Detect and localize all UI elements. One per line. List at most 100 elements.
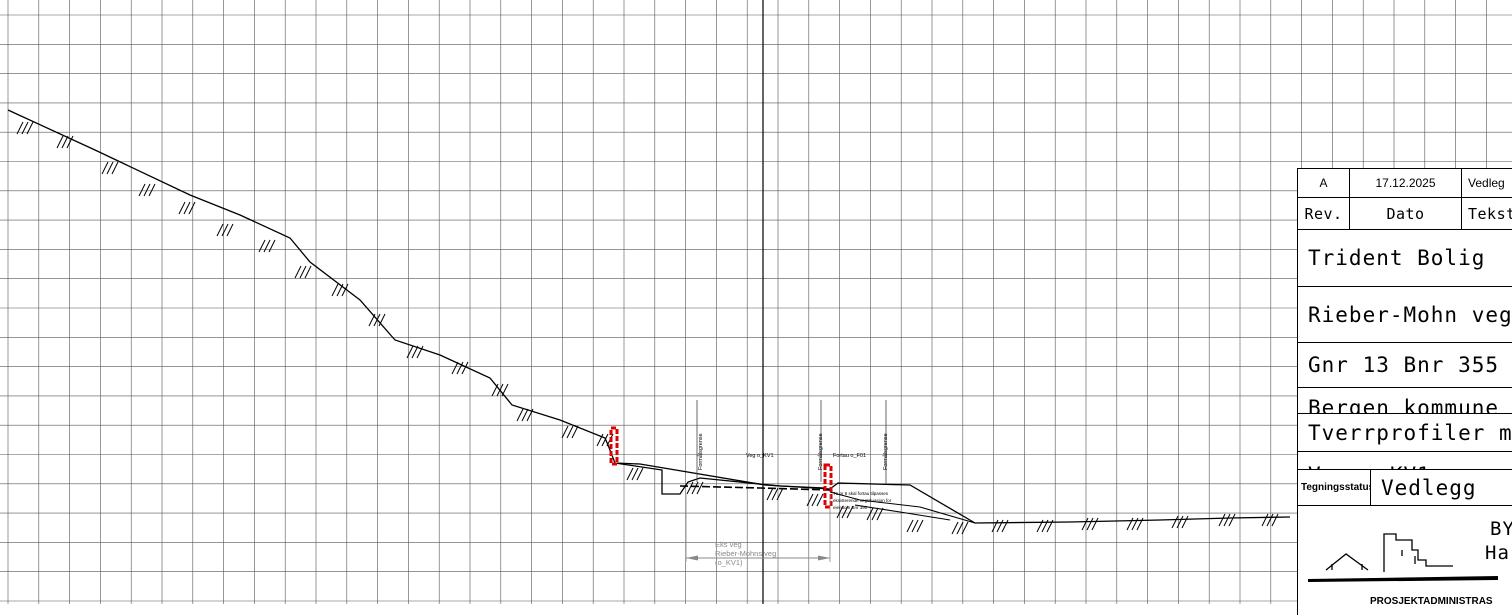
fortau-lower	[854, 504, 951, 521]
hatch-mark	[876, 507, 884, 521]
hatch-mark	[26, 121, 34, 135]
hatch-mark	[61, 135, 69, 149]
hatch-mark	[188, 201, 196, 215]
note-line-3: eiendom Bnr 390	[833, 505, 868, 510]
hatch-mark	[368, 313, 376, 327]
hatch-mark	[491, 383, 499, 397]
status-value: Vedlegg	[1370, 469, 1512, 505]
hatch-mark	[406, 345, 414, 359]
hatch-mark	[841, 505, 849, 519]
hatch-mark	[601, 433, 609, 447]
hatch-mark	[596, 433, 604, 447]
hatch-mark	[806, 493, 814, 507]
terrain-profile	[7, 109, 1291, 524]
formalsgrense-label-3: Formålsgrense	[882, 433, 889, 470]
hatch-mark	[1091, 517, 1099, 531]
fortau-slope	[829, 491, 976, 524]
hatch-mark	[991, 519, 999, 533]
hatch-mark	[148, 183, 156, 197]
hatch-mark	[996, 519, 1004, 533]
hatch-mark	[871, 507, 879, 521]
hatch-mark	[1176, 515, 1184, 529]
rev-header-dato: Dato	[1349, 197, 1461, 229]
hatch-mark	[501, 383, 509, 397]
retaining-wall-right	[823, 463, 833, 509]
status-label: Tegningsstatus	[1297, 469, 1370, 505]
hatch-mark	[846, 505, 854, 519]
hatch-mark	[1001, 519, 1009, 533]
hatch-mark	[331, 283, 339, 297]
hatch-mark	[416, 345, 424, 359]
hatch-mark	[911, 519, 919, 533]
hatch-mark	[143, 183, 151, 197]
rev-row-rev: A	[1297, 168, 1349, 197]
veg-label: Veg o_KV1	[746, 453, 774, 459]
hatch-mark	[1228, 513, 1236, 527]
company-name-line2: Har	[1485, 542, 1512, 564]
hatch-mark	[496, 383, 504, 397]
hatch-mark	[961, 521, 969, 535]
eks-veg-line-2: Rieber-Mohns veg	[715, 549, 776, 558]
hatch-mark	[216, 223, 224, 237]
company-logo-area: BY Har PROSJEKTADMINISTRAS	[1297, 505, 1512, 615]
hatch-mark	[226, 223, 234, 237]
note-line-1: T1 pr 6 skal fortau tilpasses	[833, 491, 889, 496]
hatch-mark	[1171, 515, 1179, 529]
fortau-label: Fortau o_F01	[833, 453, 866, 459]
hatch-mark	[516, 408, 524, 422]
hatch-mark	[521, 408, 529, 422]
hatch-mark	[636, 467, 644, 481]
hatch-mark	[566, 425, 574, 439]
hatch-mark	[373, 313, 381, 327]
property-id: Gnr 13 Bnr 355	[1297, 342, 1512, 387]
hatch-mark	[258, 239, 266, 253]
hatch-mark	[456, 361, 464, 375]
hatch-mark	[1181, 515, 1189, 529]
hatch-mark	[956, 521, 964, 535]
rev-header-rev: Rev.	[1297, 197, 1349, 229]
formalsgrense-label-2: Formålsgrense	[817, 433, 824, 470]
hatch-mark	[21, 121, 29, 135]
rev-header-tekst: Tekst	[1461, 197, 1512, 229]
dimension-arrow-left	[686, 555, 698, 561]
company-logo	[1308, 533, 1498, 582]
hatch-mark	[106, 161, 114, 175]
hatch-mark	[268, 239, 276, 253]
hatch-mark	[1036, 519, 1044, 533]
hatch-mark	[1223, 513, 1231, 527]
hatch-mark	[951, 521, 959, 535]
hatch-mark	[1136, 517, 1144, 531]
road-surface	[614, 462, 826, 495]
eks-veg-line-3: (o_KV1)	[715, 558, 743, 567]
hatch-mark	[1046, 519, 1054, 533]
rev-row-tekst: Vedleg	[1461, 168, 1512, 197]
company-name-line1: BY	[1490, 518, 1512, 540]
hatch-mark	[178, 201, 186, 215]
hatch-mark	[221, 223, 229, 237]
hatch-mark	[811, 493, 819, 507]
hatch-mark	[866, 507, 874, 521]
hatch-mark	[183, 201, 191, 215]
hatch-mark	[101, 161, 109, 175]
hatch-mark	[766, 487, 774, 501]
hatch-mark	[294, 265, 302, 279]
hatch-mark	[336, 283, 344, 297]
hatch-mark	[341, 283, 349, 297]
hatch-mark	[1218, 513, 1226, 527]
hatch-mark	[111, 161, 119, 175]
hatch-mark	[906, 519, 914, 533]
hatch-mark	[626, 467, 634, 481]
hatch-mark	[631, 467, 639, 481]
drawing-title: Tverrprofiler med	[1297, 413, 1512, 451]
hatch-mark	[138, 183, 146, 197]
hatch-mark	[1261, 513, 1269, 527]
hatch-mark	[263, 239, 271, 253]
hatch-mark	[696, 481, 704, 495]
hatch-mark	[1041, 519, 1049, 533]
footer-text: PROSJEKTADMINISTRAS	[1370, 596, 1493, 607]
hatch-mark	[378, 313, 386, 327]
terrain-hatches	[16, 121, 1279, 535]
hatch-mark	[56, 135, 64, 149]
